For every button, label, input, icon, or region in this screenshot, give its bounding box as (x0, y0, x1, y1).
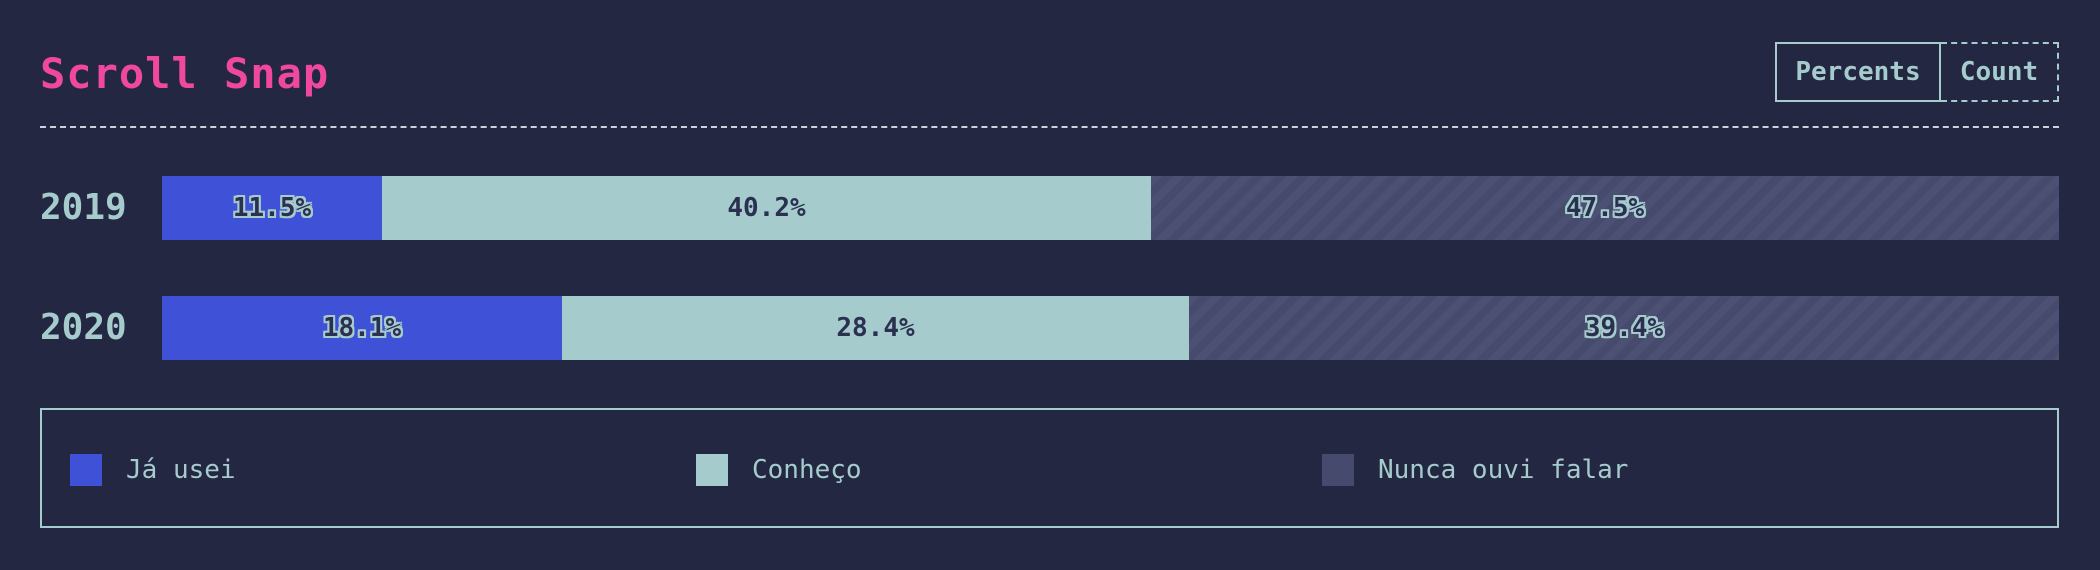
chart-legend: Já usei Conheço Nunca ouvi falar (40, 408, 2059, 528)
legend-swatch-ja-usei (70, 454, 102, 486)
display-mode-toggle: Percents Count (1775, 42, 2059, 102)
data-label-2020-3: 39.4% (1584, 313, 1664, 343)
row-label-2019: 2019 (40, 187, 127, 228)
header-divider (40, 126, 2059, 128)
bar-segment-2020-3[interactable]: 39.4% (1189, 296, 2059, 360)
row-label-2020: 2020 (40, 307, 127, 348)
data-label-2020-1: 18.1% (322, 313, 402, 343)
bar-2019: 11.5% 40.2% 47.5% (162, 176, 2059, 240)
data-label-2019-3: 47.5% (1565, 193, 1645, 223)
legend-label-nunca-ouvi-falar: Nunca ouvi falar (1378, 455, 1629, 485)
legend-label-conheco: Conheço (752, 455, 862, 485)
data-label-2019-2: 40.2% (727, 193, 806, 223)
data-label-2019-1: 11.5% (232, 193, 312, 223)
bar-segment-2020-1[interactable]: 18.1% (162, 296, 562, 360)
count-button[interactable]: Count (1941, 42, 2059, 102)
legend-swatch-nunca-ouvi-falar (1322, 454, 1354, 486)
legend-label-ja-usei: Já usei (126, 455, 236, 485)
data-label-2020-2: 28.4% (836, 313, 915, 343)
chart-title: Scroll Snap (40, 49, 330, 98)
bar-segment-2020-2[interactable]: 28.4% (562, 296, 1189, 360)
legend-swatch-conheco (696, 454, 728, 486)
legend-item-conheco: Conheço (696, 454, 862, 486)
legend-item-ja-usei: Já usei (70, 454, 236, 486)
legend-item-nunca-ouvi-falar: Nunca ouvi falar (1322, 454, 1628, 486)
bar-2020: 18.1% 28.4% 39.4% (162, 296, 2059, 360)
percents-button[interactable]: Percents (1775, 42, 1941, 102)
bar-segment-2019-2[interactable]: 40.2% (382, 176, 1151, 240)
bar-segment-2019-1[interactable]: 11.5% (162, 176, 382, 240)
bar-segment-2019-3[interactable]: 47.5% (1151, 176, 2059, 240)
